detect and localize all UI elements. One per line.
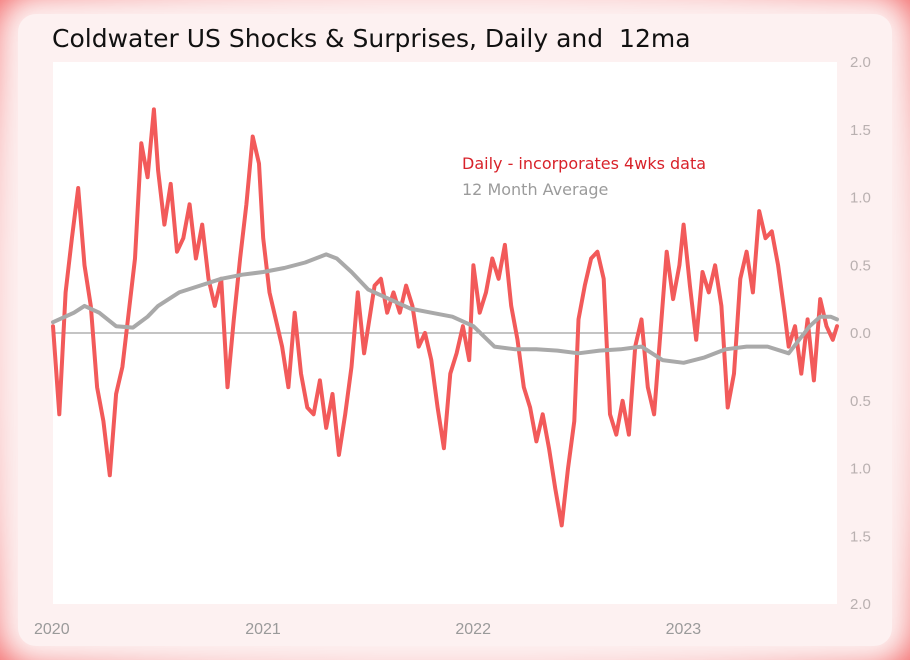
y-tick-label: 2.0: [850, 54, 871, 71]
y-tick-label: 2.0: [850, 596, 871, 613]
legend-entry-12-month-average: 12 Month Average: [462, 180, 608, 199]
series-layer: [51, 107, 839, 528]
y-tick-label: 1.0: [850, 190, 871, 207]
legend: Daily - incorporates 4wks data 12 Month A…: [462, 154, 706, 199]
series-line-daily: [51, 107, 839, 528]
series-line-12-month-average: [51, 252, 839, 365]
x-tick-label: 2022: [455, 621, 491, 638]
x-tick-label: 2020: [34, 621, 70, 638]
legend-entry-daily: Daily - incorporates 4wks data: [462, 154, 706, 173]
y-tick-label: 1.5: [850, 122, 871, 139]
y-tick-label: 0.5: [850, 393, 871, 410]
x-axis-tick-labels: 2020 2021 2022 2023: [34, 621, 701, 638]
y-tick-label: 1.5: [850, 528, 871, 545]
x-tick-label: 2021: [245, 621, 281, 638]
y-axis-tick-labels: 2.0 1.5 1.0 0.5 0.0 0.5 1.0 1.5 2.0: [850, 54, 871, 613]
x-tick-label: 2023: [666, 621, 702, 638]
y-tick-label: 1.0: [850, 461, 871, 478]
y-tick-label: 0.0: [850, 325, 871, 342]
y-tick-label: 0.5: [850, 257, 871, 274]
chart-title: Coldwater US Shocks & Surprises, Daily a…: [52, 24, 691, 53]
